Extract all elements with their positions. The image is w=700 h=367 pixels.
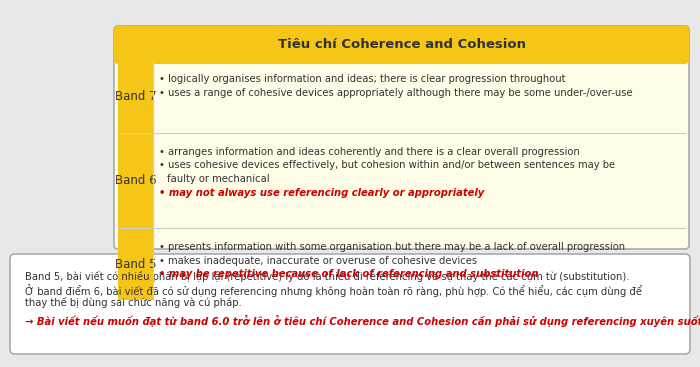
FancyBboxPatch shape (114, 26, 689, 64)
Bar (118, 60, 153, 133)
Text: • may be repetitive because of lack of referencing and substitution: • may be repetitive because of lack of r… (159, 269, 538, 279)
Text: Ở band điểm 6, bài viết đã có sử dụng referencing nhưng không hoàn toàn rõ ràng,: Ở band điểm 6, bài viết đã có sử dụng re… (25, 284, 642, 297)
Text: Band 5: Band 5 (115, 258, 156, 270)
Text: → Bài viết nếu muốn đạt từ band 6.0 trở lên ở tiêu chí Coherence and Cohesion cầ: → Bài viết nếu muốn đạt từ band 6.0 trở … (25, 315, 700, 327)
FancyBboxPatch shape (114, 26, 689, 249)
Bar (119, 52, 684, 60)
Text: • uses a range of cohesive devices appropriately although there may be some unde: • uses a range of cohesive devices appro… (159, 87, 633, 98)
Text: Band 6: Band 6 (115, 174, 156, 187)
Text: Band 7: Band 7 (115, 90, 156, 103)
Text: • may not always use referencing clearly or appropriately: • may not always use referencing clearly… (159, 188, 484, 197)
Bar (118, 133, 153, 228)
Text: Band 5, bài viết có nhiều phần bị lặp lại (repetitive) lý do là thiếu đi referen: Band 5, bài viết có nhiều phần bị lặp lạ… (25, 271, 629, 282)
Text: • makes inadequate, inaccurate or overuse of cohesive devices: • makes inadequate, inaccurate or overus… (159, 255, 477, 265)
Text: faulty or mechanical: faulty or mechanical (167, 174, 270, 184)
Text: • arranges information and ideas coherently and there is a clear overall progres: • arranges information and ideas coheren… (159, 147, 580, 157)
FancyBboxPatch shape (10, 254, 690, 354)
Text: • uses cohesive devices effectively, but cohesion within and/or between sentence: • uses cohesive devices effectively, but… (159, 160, 615, 171)
Text: • presents information with some organisation but there may be a lack of overall: • presents information with some organis… (159, 242, 625, 252)
Text: • logically organises information and ideas; there is clear progression througho: • logically organises information and id… (159, 74, 566, 84)
Bar (118, 228, 153, 300)
Text: Tiêu chí Coherence and Cohesion: Tiêu chí Coherence and Cohesion (277, 39, 526, 51)
Text: thay thế bị dùng sai chức năng và cú pháp.: thay thế bị dùng sai chức năng và cú phá… (25, 297, 242, 308)
